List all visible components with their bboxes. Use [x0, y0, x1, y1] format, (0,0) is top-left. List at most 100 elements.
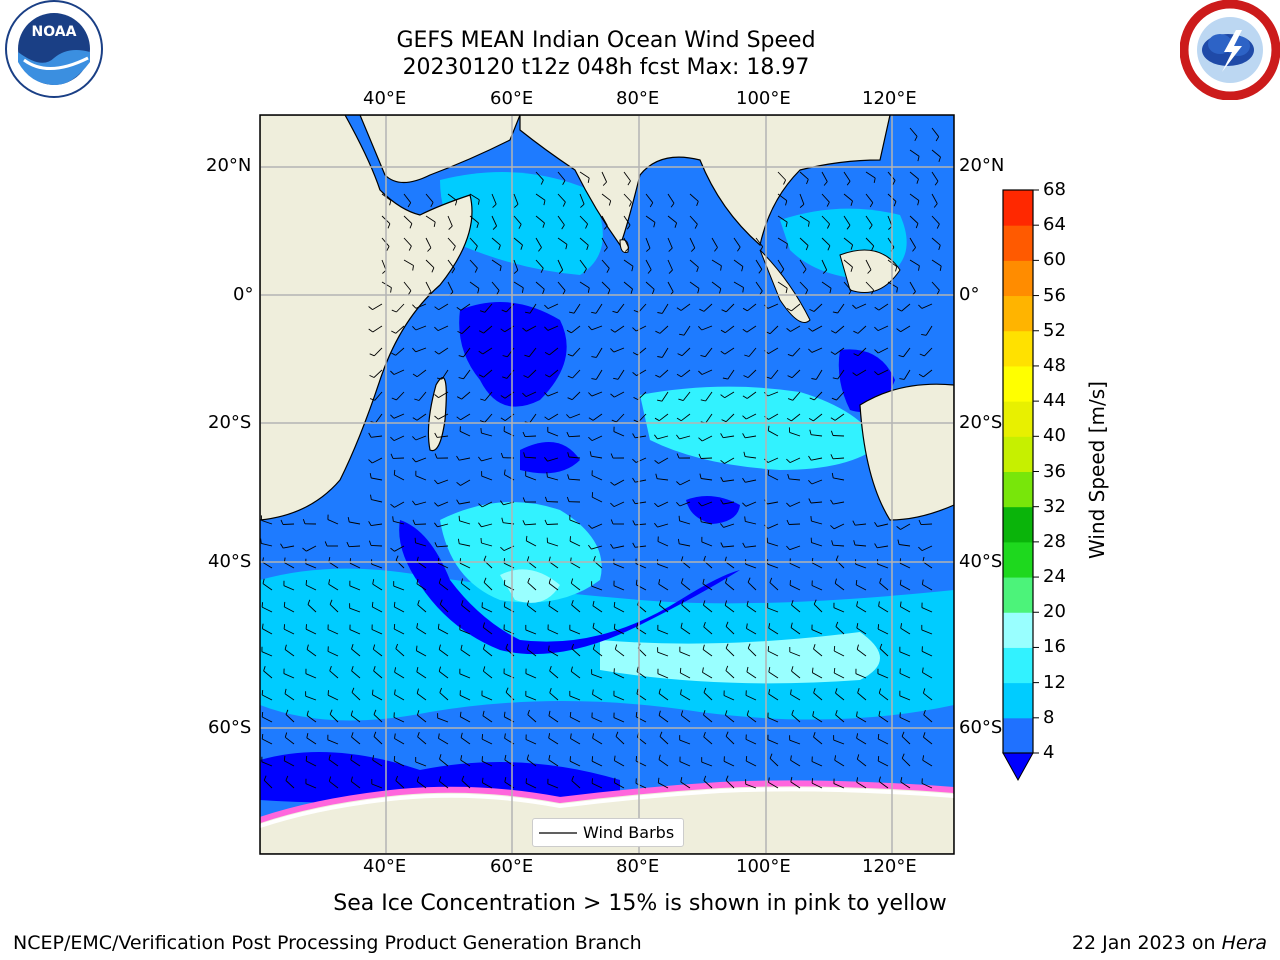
wind-barb	[513, 193, 519, 205]
wind-barb	[469, 193, 480, 201]
wind-barb	[923, 736, 933, 745]
wind-barb	[613, 347, 625, 353]
wind-barb	[900, 523, 911, 530]
lon-tick-bottom-80e: 80°E	[616, 856, 660, 877]
wind-barb	[909, 237, 916, 248]
wind-barb	[285, 714, 295, 723]
wind-barb-feather	[848, 290, 852, 295]
wind-barb	[305, 563, 317, 569]
wind-barb	[305, 695, 317, 701]
wind-barb	[481, 606, 493, 613]
wind-barb	[568, 478, 581, 481]
wind-barb	[527, 369, 537, 378]
wind-barb-feather	[725, 578, 728, 584]
wind-barb	[768, 430, 779, 437]
wind-barb-feather	[720, 350, 726, 355]
wind-barb-feather	[680, 556, 684, 562]
wind-barb-feather	[544, 519, 548, 525]
wind-barb-feather	[502, 355, 508, 358]
wind-barb-feather	[284, 644, 287, 650]
wind-barb	[261, 694, 273, 701]
wind-barb	[615, 736, 625, 745]
wind-barb-feather	[813, 688, 816, 694]
wind-barb	[557, 237, 568, 245]
wind-barb	[591, 782, 603, 789]
wind-barb	[591, 435, 603, 442]
wind-barb	[439, 758, 449, 767]
wind-barb	[262, 561, 273, 569]
wind-barb	[351, 648, 361, 657]
wind-barb	[437, 479, 449, 485]
wind-barb-feather	[498, 245, 501, 251]
colorbar-segment	[1003, 365, 1033, 402]
wind-barb	[657, 673, 669, 679]
wind-barb-feather	[769, 753, 773, 759]
wind-barb-feather	[935, 136, 940, 142]
wind-barb	[701, 501, 713, 507]
wind-barb	[679, 543, 691, 547]
wind-barb-feather	[899, 579, 902, 585]
wind-barb-feather	[608, 200, 612, 206]
lon-tick-top-60e: 60°E	[490, 88, 534, 109]
wind-barb-feather	[548, 754, 551, 760]
wind-barb-feather	[813, 644, 816, 650]
wind-barb	[811, 585, 823, 591]
wind-barb-feather	[434, 453, 438, 459]
wind-barb	[635, 760, 647, 767]
wind-barb-feather	[696, 267, 699, 273]
wind-barb	[767, 391, 779, 397]
wind-barb	[460, 479, 471, 486]
colorbar-tick-label: 16	[1043, 636, 1066, 658]
wind-barb-feather	[549, 687, 552, 693]
wind-barb-feather	[655, 473, 658, 479]
wind-barb-feather	[856, 711, 858, 717]
wind-barb	[813, 303, 823, 312]
wind-barb-feather	[520, 244, 523, 250]
wind-barb	[767, 650, 779, 657]
wind-barb-feather	[850, 200, 853, 206]
wind-barb-feather	[571, 600, 574, 606]
wind-barb	[811, 479, 823, 485]
wind-barb-feather	[548, 556, 551, 562]
wind-barb-feather	[830, 430, 834, 436]
wind-barb	[667, 259, 673, 271]
wind-barb-feather	[725, 665, 729, 671]
wind-barb	[459, 629, 471, 635]
wind-barb-feather	[766, 376, 772, 380]
wind-barb	[909, 259, 920, 267]
wind-barb-feather	[720, 476, 724, 482]
wind-barb	[403, 237, 412, 247]
wind-barb	[568, 456, 581, 459]
wind-barb-feather	[567, 375, 573, 379]
wind-barb	[394, 501, 405, 508]
lon-tick-bottom-60e: 60°E	[490, 856, 534, 877]
wind-barb	[601, 171, 608, 183]
wind-barb	[439, 692, 449, 701]
wind-barb-feather	[580, 203, 585, 208]
wind-barb-feather	[371, 689, 374, 695]
wind-barb	[613, 717, 625, 723]
wind-barb	[623, 237, 630, 249]
wind-barb	[679, 761, 691, 767]
wind-barb-feather	[720, 542, 724, 548]
machine-name: Hera	[1221, 932, 1267, 954]
wind-barb	[689, 237, 696, 249]
wind-barb	[547, 783, 559, 789]
wind-barb-feather	[589, 451, 592, 457]
wind-barb	[635, 325, 647, 332]
wind-barb	[746, 628, 757, 635]
wind-barb	[579, 259, 587, 270]
wind-barb-feather	[460, 578, 464, 584]
wind-barb-feather	[415, 645, 418, 651]
wind-barb	[702, 672, 713, 679]
wind-barb-feather	[742, 415, 747, 420]
wind-barb	[349, 629, 361, 635]
wind-barb	[491, 259, 502, 267]
wind-barb-feather	[832, 377, 838, 380]
wind-barb-feather	[791, 709, 794, 715]
wind-barb-feather	[502, 376, 508, 379]
wind-barb-feather	[720, 459, 725, 464]
wind-barb-feather	[438, 776, 442, 782]
wind-barb-feather	[654, 434, 658, 440]
wind-barb-feather	[922, 556, 925, 562]
